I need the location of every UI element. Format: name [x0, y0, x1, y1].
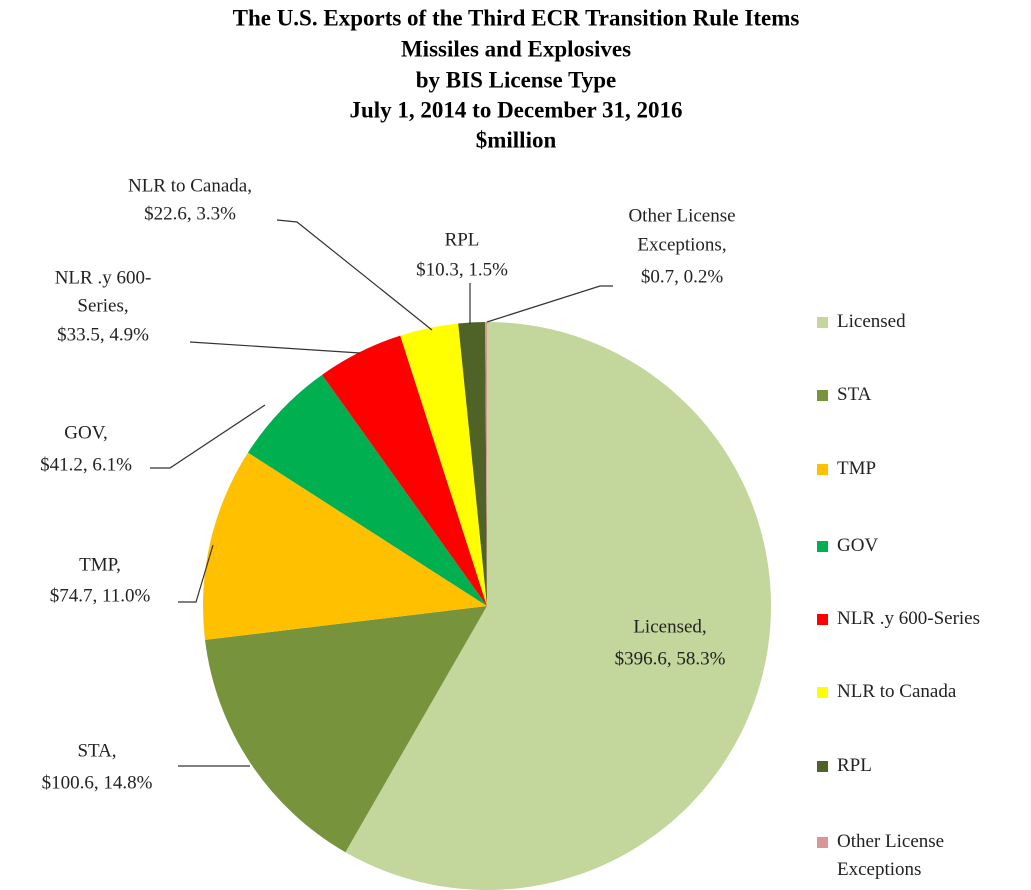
- chart-title: Missiles and Explosives: [401, 36, 631, 61]
- legend-label: TMP: [837, 458, 877, 479]
- legend-swatch: [817, 761, 828, 772]
- legend-swatch: [817, 614, 828, 625]
- legend-swatch: [817, 837, 828, 848]
- pie-slice: [205, 606, 487, 853]
- legend-entry: NLR to Canada: [811, 678, 1011, 706]
- legend-entry: STA: [811, 381, 1011, 409]
- legend-label: STA: [837, 384, 872, 405]
- legend-entry: RPL: [811, 752, 1011, 780]
- data-label: $10.3, 1.5%: [416, 259, 508, 280]
- data-label: $0.7, 0.2%: [641, 266, 724, 287]
- legend-swatch: [817, 541, 828, 552]
- legend-swatch: [817, 687, 828, 698]
- data-label: Exceptions,: [637, 234, 726, 255]
- leader-line: [178, 544, 214, 603]
- legend-swatch: [817, 390, 828, 401]
- legend-entry: Licensed: [811, 308, 1011, 336]
- legend-swatch: [817, 317, 828, 328]
- pie-slice: [345, 322, 771, 890]
- data-label: $100.6, 14.8%: [42, 772, 153, 793]
- leader-line: [276, 219, 433, 331]
- pie-slice: [203, 452, 487, 640]
- legend-entry: NLR .y 600-Series: [811, 605, 1011, 633]
- data-label: $41.2, 6.1%: [40, 454, 132, 475]
- legend-label: NLR to Canada: [837, 681, 957, 702]
- legend-entry: Other License Exceptions: [811, 828, 1011, 884]
- data-label: GOV,: [64, 422, 107, 443]
- legend-entry: TMP: [811, 455, 1011, 483]
- pie-slice: [458, 322, 487, 606]
- pie-slice: [322, 335, 487, 606]
- legend-label: GOV: [837, 535, 879, 556]
- chart-title: The U.S. Exports of the Third ECR Transi…: [233, 5, 800, 30]
- legend-label: Other License Exceptions: [837, 831, 945, 880]
- chart-title: $million: [476, 127, 557, 152]
- leader-line: [189, 341, 361, 354]
- data-label: RPL: [445, 229, 480, 250]
- pie-slice: [400, 323, 487, 606]
- chart-title: by BIS License Type: [416, 67, 616, 92]
- legend-swatch: [817, 464, 828, 475]
- legend-label: NLR .y 600-Series: [837, 608, 981, 629]
- data-label: Other License: [628, 205, 735, 226]
- data-label: $396.6, 58.3%: [615, 648, 726, 669]
- leader-line: [486, 285, 613, 323]
- data-label: Licensed,: [633, 616, 706, 637]
- leader-line: [150, 404, 266, 469]
- legend-entry: GOV: [811, 532, 1011, 560]
- pie-slice: [247, 374, 487, 606]
- data-label: Series,: [77, 295, 128, 316]
- data-label: $22.6, 3.3%: [144, 203, 236, 224]
- legend-label: RPL: [837, 755, 872, 776]
- legend-label: Licensed: [837, 311, 906, 332]
- data-label: NLR .y 600-: [55, 267, 152, 288]
- data-label: TMP,: [79, 554, 121, 575]
- data-label: NLR to Canada,: [128, 175, 252, 196]
- chart-title: July 1, 2014 to December 31, 2016: [349, 97, 682, 122]
- data-label: $74.7, 11.0%: [50, 585, 151, 606]
- data-label: $33.5, 4.9%: [57, 324, 149, 345]
- pie-slice: [485, 322, 487, 606]
- data-label: STA,: [77, 740, 116, 761]
